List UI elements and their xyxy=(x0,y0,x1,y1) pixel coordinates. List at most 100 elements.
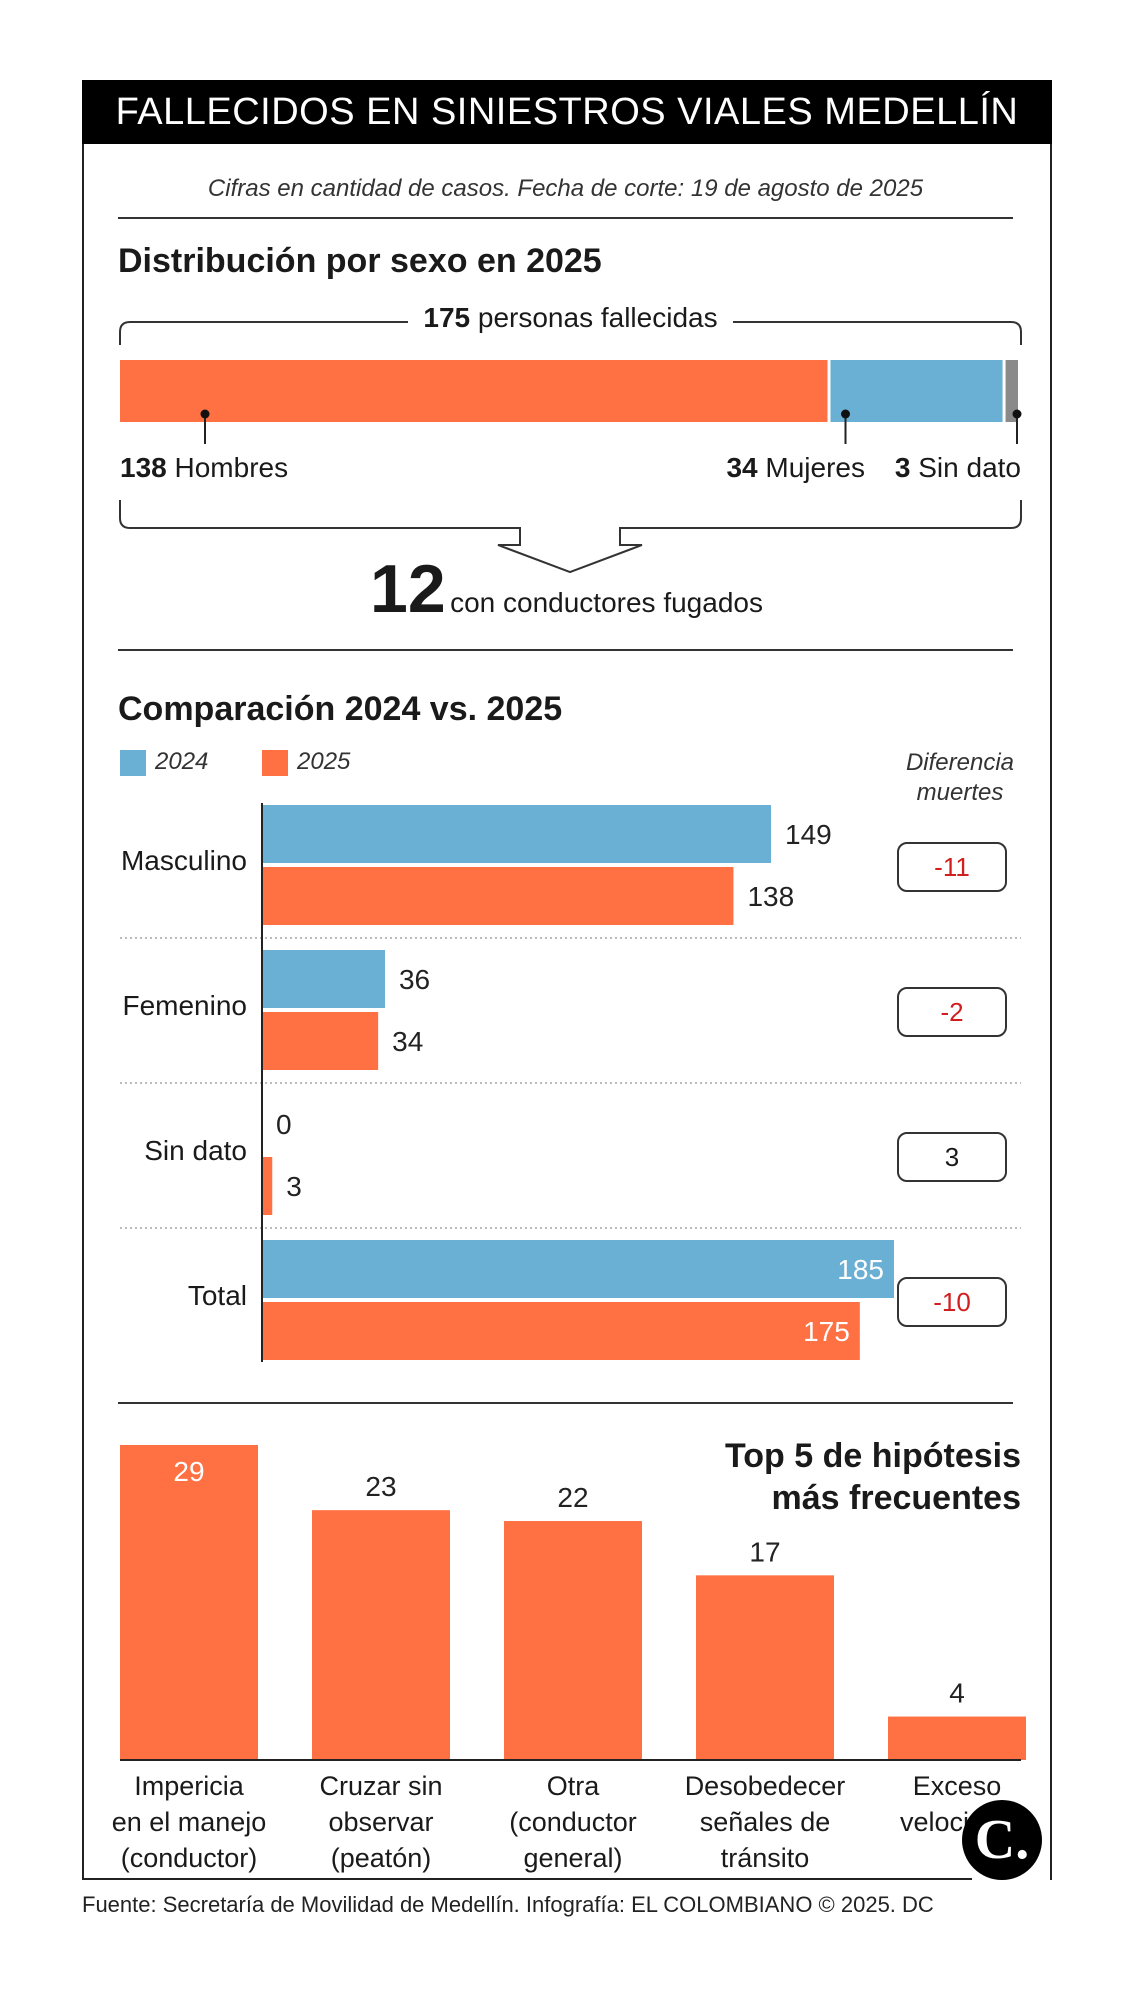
men-label: 138 Hombres xyxy=(120,452,288,484)
hypothesis-label-line: Impericia xyxy=(134,1771,244,1801)
row-label-3: Total xyxy=(187,1280,247,1311)
value-2024-2: 0 xyxy=(276,1109,292,1140)
stack-pointer-dot-1 xyxy=(841,409,851,419)
divider xyxy=(118,649,1013,651)
divider xyxy=(118,1402,1013,1404)
subtitle: Cifras en cantidad de casos. Fecha de co… xyxy=(207,175,924,202)
hypothesis-bar-4 xyxy=(888,1716,1026,1760)
frame-bottom-rule xyxy=(82,1878,972,1880)
diff-box-3: -10 xyxy=(897,1277,1007,1327)
total-bracket-left xyxy=(119,321,408,345)
hypothesis-bar-0 xyxy=(120,1445,258,1760)
stacked-bar xyxy=(120,360,1022,444)
row-label-0: Masculino xyxy=(120,845,247,876)
total-value: 175 xyxy=(423,302,471,333)
legend-2024-label: 2024 xyxy=(155,748,209,775)
hypothesis-bar-1 xyxy=(312,1510,450,1760)
fugitive-value: 12 xyxy=(370,551,446,627)
bar-2025-1 xyxy=(262,1012,379,1070)
diff-box-0: -11 xyxy=(897,842,1007,892)
row-label-1: Femenino xyxy=(122,990,247,1021)
infographic-title: FALLECIDOS EN SINIESTROS VIALES MEDELLÍN xyxy=(82,80,1052,144)
diff-header: Diferencia muertes xyxy=(890,748,1030,808)
hypothesis-label-line: (peatón) xyxy=(330,1843,432,1873)
total-label: 175 personas fallecidas xyxy=(120,302,1021,334)
men-value: 138 xyxy=(120,452,167,483)
value-2025-1: 34 xyxy=(392,1026,423,1057)
fugitive-bracket xyxy=(119,500,1022,574)
source-credit: Fuente: Secretaría de Movilidad de Medel… xyxy=(82,1892,934,1917)
women-text: Mujeres xyxy=(765,452,865,483)
stack-segment-2 xyxy=(1005,360,1018,422)
women-value: 34 xyxy=(726,452,758,483)
hypothesis-label-line: tránsito xyxy=(720,1843,810,1873)
value-2025-0: 138 xyxy=(747,881,794,912)
comparison-title: Comparación 2024 vs. 2025 xyxy=(118,690,563,728)
total-bracket-right xyxy=(733,321,1022,345)
hypotheses-title: Top 5 de hipótesis más frecuentes xyxy=(620,1435,1021,1519)
comparison-bars: 149 138 36 34 0 3 185 175 xyxy=(120,803,1021,1362)
stack-pointer-dot-0 xyxy=(200,409,210,419)
hypothesis-label-2: Otra (conductor general) xyxy=(474,1768,672,1876)
value-2025-2: 3 xyxy=(286,1171,302,1202)
nodata-label: 3 Sin dato xyxy=(871,452,1021,484)
legend-2024-swatch xyxy=(120,750,146,776)
men-text: Hombres xyxy=(174,452,289,483)
total-text: personas fallecidas xyxy=(477,302,718,333)
sex-distribution-chart xyxy=(119,321,1022,574)
hypotheses-chart: 29 23 22 17 4 xyxy=(120,1445,1026,1761)
hypothesis-value-1: 23 xyxy=(365,1471,396,1502)
sex-distribution-title: Distribución por sexo en 2025 xyxy=(118,242,602,280)
women-label: 34 Mujeres xyxy=(640,452,865,484)
bar-2024-1 xyxy=(262,950,385,1008)
diff-header-line1: Diferencia xyxy=(905,749,1015,776)
hypothesis-label-0: Impericia en el manejo (conductor) xyxy=(90,1768,288,1876)
bar-2024-3 xyxy=(262,1240,894,1298)
hypothesis-label-line: (conductor) xyxy=(120,1843,258,1873)
value-2024-0: 149 xyxy=(785,819,832,850)
hypothesis-label-line: Exceso xyxy=(912,1771,1002,1801)
comparison-chart: 149 138 36 34 0 3 185 175 xyxy=(120,803,1021,1362)
divider xyxy=(118,217,1013,219)
hypothesis-label-line: señales de xyxy=(699,1807,831,1837)
hypotheses-title-line2: más frecuentes xyxy=(771,1479,1021,1517)
hypothesis-bar-2 xyxy=(504,1521,642,1760)
fugitive-text: con conductores fugados xyxy=(450,587,763,618)
hypotheses-bars: 29 23 22 17 4 xyxy=(120,1445,1026,1761)
row-label-2: Sin dato xyxy=(144,1135,247,1166)
hypothesis-label-3: Desobedecer señales de tránsito xyxy=(666,1768,864,1876)
hypothesis-value-2: 22 xyxy=(557,1482,588,1513)
bar-2024-0 xyxy=(262,805,772,863)
hypothesis-value-3: 17 xyxy=(749,1536,780,1567)
hypothesis-label-line: Desobedecer xyxy=(684,1771,846,1801)
hypothesis-label-line: general) xyxy=(523,1843,623,1873)
diff-header-line2: muertes xyxy=(916,779,1004,806)
hypothesis-bar-3 xyxy=(696,1575,834,1760)
fugitive-callout: 12 con conductores fugados xyxy=(370,550,763,628)
value-2024-3: 185 xyxy=(837,1254,884,1285)
hypothesis-label-line: Otra xyxy=(546,1771,600,1801)
hypothesis-label-line: observar xyxy=(328,1807,434,1837)
stack-segment-0 xyxy=(120,360,828,422)
diff-box-2: 3 xyxy=(897,1132,1007,1182)
el-colombiano-logo: C. xyxy=(962,1800,1042,1880)
hypothesis-label-line: Cruzar sin xyxy=(319,1771,443,1801)
hypothesis-label-1: Cruzar sin observar (peatón) xyxy=(282,1768,480,1876)
nodata-text: Sin dato xyxy=(918,452,1021,483)
stack-segment-1 xyxy=(830,360,1003,422)
legend-2025-swatch xyxy=(262,750,288,776)
hypotheses-title-line1: Top 5 de hipótesis xyxy=(725,1437,1021,1475)
bar-2025-2 xyxy=(262,1157,273,1215)
hypothesis-value-0: 29 xyxy=(173,1456,204,1487)
hypothesis-label-line: en el manejo xyxy=(111,1807,267,1837)
hypothesis-label-line: (conductor xyxy=(509,1807,637,1837)
hypothesis-value-4: 4 xyxy=(949,1678,965,1709)
value-2024-1: 36 xyxy=(399,964,430,995)
stack-pointer-dot-2 xyxy=(1012,409,1022,419)
bar-2025-3 xyxy=(262,1302,860,1360)
bar-2025-0 xyxy=(262,867,734,925)
diff-box-1: -2 xyxy=(897,987,1007,1037)
nodata-value: 3 xyxy=(894,452,911,483)
legend-2025-label: 2025 xyxy=(297,748,351,775)
value-2025-3: 175 xyxy=(803,1316,850,1347)
